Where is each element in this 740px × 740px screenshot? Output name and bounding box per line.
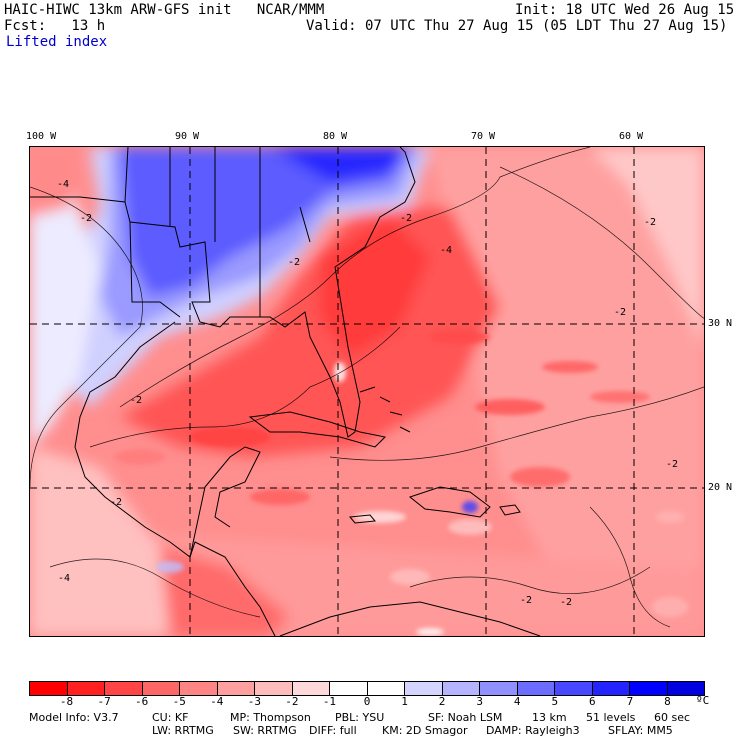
colorbar-segment [142, 682, 180, 695]
footer-sw: SW: RRTMG [233, 724, 297, 737]
field-core-deep [320, 217, 430, 357]
colorbar-tick-label: -8 [59, 695, 74, 708]
footer-km: KM: 2D Smagor [382, 724, 468, 737]
colorbar-tick-label: -2 [285, 695, 299, 708]
valid-time: Valid: 07 UTC Thu 27 Aug 15 (05 LDT Thu … [306, 18, 728, 34]
colorbar-segment [292, 682, 330, 695]
colorbar-segment [30, 682, 68, 695]
lon-label-70w: 70 W [471, 131, 496, 142]
field-positive-max [270, 147, 410, 182]
colorbar-segment [517, 682, 555, 695]
colorbar-tick-label: 7 [626, 695, 634, 708]
jamaica [349, 514, 376, 524]
footer-cu: CU: KF [152, 711, 189, 724]
south-america-coast [279, 601, 541, 636]
colorbar-segment [67, 682, 105, 695]
colorbar-tick-label: 2 [438, 695, 446, 708]
footer-pbl: PBL: YSU [335, 711, 385, 724]
footer-damp: DAMP: Rayleigh3 [486, 724, 580, 737]
field-west-white [30, 187, 100, 447]
footer-sflay: SFLAY: MM5 [608, 724, 673, 737]
colorbar-segment [480, 682, 518, 695]
colorbar-unit: ºC [696, 694, 710, 707]
colorbar-tick-label: -4 [210, 695, 224, 708]
contours [30, 147, 704, 628]
footer-mp: MP: Thompson [230, 711, 311, 724]
gulf-mexico-coast [74, 321, 276, 636]
colorbar-tick-label: 4 [513, 695, 521, 708]
contour-label: -2 [644, 217, 657, 228]
lat-label-30n: 30 N [708, 318, 733, 329]
contour-label: -2 [520, 595, 533, 606]
colorbar-segment [667, 682, 704, 695]
graticule [30, 147, 704, 636]
footer-levels: 51 levels [586, 711, 636, 724]
field-name: Lifted index [6, 34, 108, 50]
colorbar-tick-label: -7 [97, 695, 111, 708]
field-central-am [160, 547, 290, 636]
footer-lw: LW: RRTMG [152, 724, 214, 737]
colorbar-segment [630, 682, 668, 695]
contour-label: -2 [130, 395, 143, 406]
contour-label: -2 [666, 459, 679, 470]
lon-label-80w: 80 W [323, 131, 348, 142]
footer-sf: SF: Noah LSM [428, 711, 503, 724]
colorbar-tick-label: -5 [172, 695, 186, 708]
colorbar-tick-label: -6 [135, 695, 149, 708]
colorbar-segment [442, 682, 480, 695]
colorbar-segment [330, 682, 368, 695]
contour-label: -2 [560, 597, 573, 608]
forecast-hour: Fcst: 13 h [4, 18, 106, 34]
lon-label-60w: 60 W [619, 131, 644, 142]
lon-label-90w: 90 W [175, 131, 200, 142]
footer-model-info: Model Info: V3.7 [29, 711, 119, 724]
contour-label: -2 [400, 213, 413, 224]
colorbar-segment [255, 682, 293, 695]
contour-label: -4 [58, 573, 71, 584]
state-lines-tx-la [129, 221, 181, 318]
lifted-index-map: -4 -2 -4 -2 -2 -2 -2 -2 -2 -2 -2 -4 -2 [29, 146, 705, 637]
lat-label-20n: 20 N [708, 482, 733, 493]
yucatan-coast [189, 446, 261, 558]
footer-resolution: 13 km [532, 711, 567, 724]
puerto-rico [499, 504, 521, 516]
colorbar-tick-label: 0 [363, 695, 371, 708]
colorbar [29, 681, 705, 696]
lon-label-100w: 100 W [26, 131, 57, 142]
map-canvas [30, 147, 704, 636]
contour-label: -4 [440, 245, 453, 256]
colorbar-segment [367, 682, 405, 695]
contour-label: -2 [614, 307, 627, 318]
field-atlantic [430, 147, 704, 636]
colorbar-tick-label: 8 [664, 695, 671, 708]
field-ne-light [590, 147, 704, 347]
colorbar-segment [180, 682, 218, 695]
footer-timestep: 60 sec [654, 711, 691, 724]
colorbar-tick-label: 1 [401, 695, 408, 708]
bahamas [359, 386, 411, 433]
contour-label: -2 [110, 497, 123, 508]
colorbar-segment [592, 682, 630, 695]
colorbar-segment [105, 682, 143, 695]
colorbar-tick-label: 6 [589, 695, 596, 708]
colorbar-tick-label: 3 [476, 695, 483, 708]
init-time: Init: 18 UTC Wed 26 Aug 15 [515, 2, 735, 18]
colorbar-segment [555, 682, 593, 695]
colorbar-tick-label: -1 [322, 695, 337, 708]
contour-label: -2 [288, 257, 301, 268]
colorbar-tick-label: -3 [247, 695, 261, 708]
contour-label: -4 [57, 179, 70, 190]
footer-diff: DIFF: full [309, 724, 357, 737]
colorbar-segment [405, 682, 443, 695]
state-lines [124, 147, 311, 317]
field-west-red [30, 147, 80, 217]
cuba [248, 411, 387, 448]
colorbar-tick-label: 5 [551, 695, 559, 708]
contour-label: -2 [80, 213, 93, 224]
model-title: HAIC-HIWC 13km ARW-GFS init NCAR/MMM [4, 2, 325, 18]
colorbar-segment [217, 682, 255, 695]
